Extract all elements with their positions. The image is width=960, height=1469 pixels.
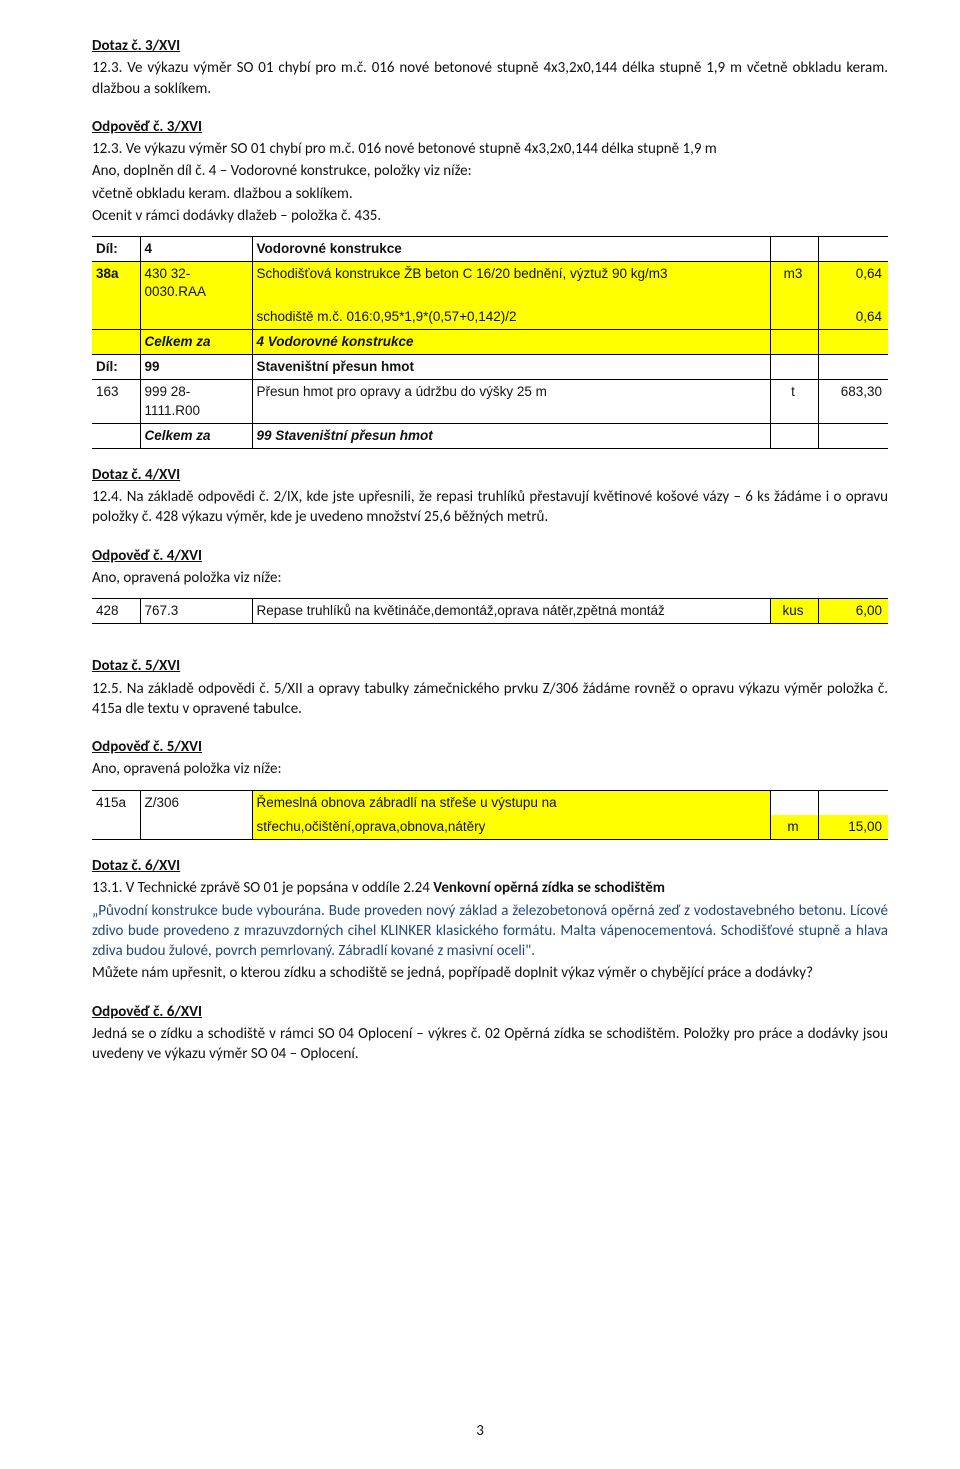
cell-unit: m3 [770, 262, 818, 305]
cell-dil: Díl: [92, 237, 140, 262]
q5-title: Dotaz č. 5/XVI [92, 656, 888, 676]
table-row: Díl: 99 Staveništní přesun hmot [92, 355, 888, 380]
items-table-1: Díl: 4 Vodorovné konstrukce 38a 430 32-0… [92, 236, 888, 449]
cell-code: 430 32-0030.RAA [140, 262, 252, 305]
cell-code: 4 [140, 237, 252, 262]
q6-title: Dotaz č. 6/XVI [92, 856, 888, 876]
cell-row-id: 415a [92, 790, 140, 815]
q6-l1a: 13.1. V Technické zprávě SO 01 je popsán… [92, 879, 433, 897]
cell-formula: schodiště m.č. 016:0,95*1,9*(0,57+0,142)… [252, 305, 770, 330]
cell-qty: 683,30 [818, 380, 888, 423]
table-row: Celkem za 99 Staveništní přesun hmot [92, 423, 888, 448]
table-row: 428 767.3 Repase truhlíků na květináče,d… [92, 599, 888, 624]
q3-title: Dotaz č. 3/XVI [92, 36, 888, 56]
table-row: střechu,očištění,oprava,obnova,nátěry m … [92, 815, 888, 840]
a5-text: Ano, opravená položka viz níže: [92, 759, 888, 779]
table-row: 415a Z/306 Řemeslná obnova zábradlí na s… [92, 790, 888, 815]
a6-text: Jedná se o zídku a schodiště v rámci SO … [92, 1024, 888, 1065]
a4-title: Odpověď č. 4/XVI [92, 546, 888, 566]
table-row: schodiště m.č. 016:0,95*1,9*(0,57+0,142)… [92, 305, 888, 330]
q5-text: 12.5. Na základě odpovědi č. 5/XII a opr… [92, 679, 888, 720]
a3-l2: Ano, doplněn díl č. 4 – Vodorovné konstr… [92, 161, 888, 181]
a3-l3: včetně obkladu keram. dlažbou a soklíkem… [92, 184, 888, 204]
cell-code: Z/306 [140, 790, 252, 815]
table-row: 163 999 28-1111.R00 Přesun hmot pro opra… [92, 380, 888, 423]
table-row: 38a 430 32-0030.RAA Schodišťová konstruk… [92, 262, 888, 305]
cell-code: 99 [140, 355, 252, 380]
page-number: 3 [0, 1421, 960, 1441]
cell-desc: Schodišťová konstrukce ŽB beton C 16/20 … [252, 262, 770, 305]
cell-sum-label: Celkem za [140, 329, 252, 354]
cell-qty: 15,00 [818, 815, 888, 840]
q6-l1: 13.1. V Technické zprávě SO 01 je popsán… [92, 878, 888, 898]
items-table-2: 428 767.3 Repase truhlíků na květináče,d… [92, 598, 888, 624]
cell-code: 767.3 [140, 599, 252, 624]
cell-sum-desc: 4 Vodorovné konstrukce [252, 329, 770, 354]
cell-desc-a: Řemeslná obnova zábradlí na střeše u výs… [252, 790, 770, 815]
cell-desc: Vodorovné konstrukce [252, 237, 770, 262]
cell-qty: 6,00 [818, 599, 888, 624]
cell-sum-label: Celkem za [140, 423, 252, 448]
cell-desc: Staveništní přesun hmot [252, 355, 770, 380]
cell-unit: m [770, 815, 818, 840]
cell-unit: t [770, 380, 818, 423]
cell-row-id: 163 [92, 380, 140, 423]
q6-l2: „Původní konstrukce bude vybourána. Bude… [92, 901, 888, 962]
cell-code: 999 28-1111.R00 [140, 380, 252, 423]
q4-title: Dotaz č. 4/XVI [92, 465, 888, 485]
a3-l1: 12.3. Ve výkazu výměr SO 01 chybí pro m.… [92, 139, 888, 159]
cell-desc-b: střechu,očištění,oprava,obnova,nátěry [252, 815, 770, 840]
cell-desc: Přesun hmot pro opravy a údržbu do výšky… [252, 380, 770, 423]
cell-desc: Repase truhlíků na květináče,demontáž,op… [252, 599, 770, 624]
cell-qty: 0,64 [818, 305, 888, 330]
cell-row-id: 428 [92, 599, 140, 624]
q4-text: 12.4. Na základě odpovědi č. 2/IX, kde j… [92, 487, 888, 528]
cell-row-id: 38a [92, 262, 140, 305]
a3-title: Odpověď č. 3/XVI [92, 117, 888, 137]
cell-qty: 0,64 [818, 262, 888, 305]
a5-title: Odpověď č. 5/XVI [92, 737, 888, 757]
items-table-3: 415a Z/306 Řemeslná obnova zábradlí na s… [92, 790, 888, 840]
table-row: Celkem za 4 Vodorovné konstrukce [92, 329, 888, 354]
q6-l3: Můžete nám upřesnit, o kterou zídku a sc… [92, 963, 888, 983]
q6-l1b: Venkovní opěrná zídka se schodištěm [433, 879, 665, 897]
cell-unit: kus [770, 599, 818, 624]
cell-sum-desc: 99 Staveništní přesun hmot [252, 423, 770, 448]
q3-text: 12.3. Ve výkazu výměr SO 01 chybí pro m.… [92, 58, 888, 99]
a4-text: Ano, opravená položka viz níže: [92, 568, 888, 588]
a3-l4: Ocenit v rámci dodávky dlažeb – položka … [92, 206, 888, 226]
a6-title: Odpověď č. 6/XVI [92, 1002, 888, 1022]
cell-dil: Díl: [92, 355, 140, 380]
table-row: Díl: 4 Vodorovné konstrukce [92, 237, 888, 262]
